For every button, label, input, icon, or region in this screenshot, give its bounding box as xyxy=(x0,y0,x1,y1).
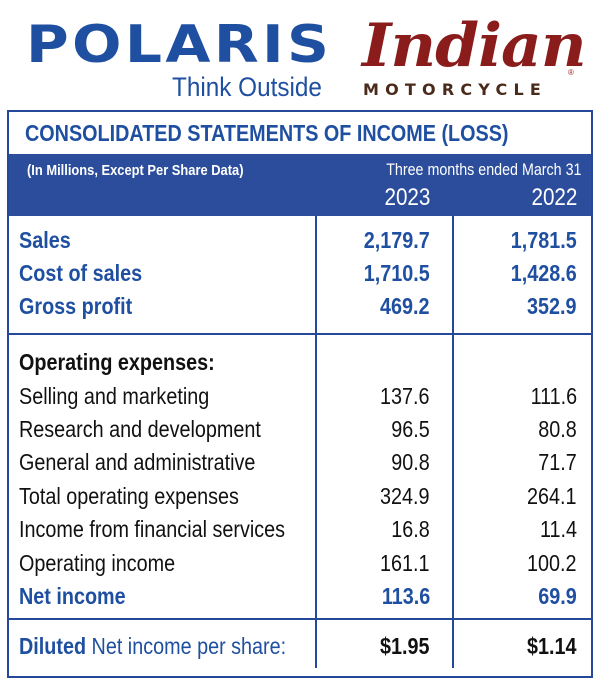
table-row: Total operating expenses 324.9 264.1 xyxy=(9,480,591,513)
section-divider xyxy=(9,618,591,620)
column-divider xyxy=(452,216,454,668)
table-header: (In Millions, Except Per Share Data) Thr… xyxy=(9,154,591,216)
value-2022: 11.4 xyxy=(539,516,577,542)
value-2023: 96.5 xyxy=(391,416,430,442)
table-row-sales: Sales 2,179.7 1,781.5 xyxy=(9,224,591,257)
year-column-2023: 2023 xyxy=(384,184,430,211)
row-label: Income from financial services xyxy=(19,516,286,542)
value-2022: 1,781.5 xyxy=(510,227,577,253)
table-row-opex-heading: Operating expenses: xyxy=(9,346,591,379)
table-row: Selling and marketing 137.6 111.6 xyxy=(9,380,591,413)
row-label: Research and development xyxy=(19,416,261,442)
value-2023: 2,179.7 xyxy=(363,227,430,253)
polaris-tagline: Think Outside xyxy=(172,72,322,102)
value-2023: 90.8 xyxy=(391,449,430,475)
value-2023: 469.2 xyxy=(380,293,430,319)
table-row-cost-of-sales: Cost of sales 1,710.5 1,428.6 xyxy=(9,257,591,290)
period-heading: Three months ended March 31 xyxy=(385,160,581,179)
value-2023: 1,710.5 xyxy=(363,260,430,286)
section-divider xyxy=(9,333,591,335)
value-2022: 69.9 xyxy=(538,583,577,609)
statement-title: CONSOLIDATED STATEMENTS OF INCOME (LOSS) xyxy=(25,119,509,146)
row-label: Diluted Net income per share: xyxy=(19,633,286,660)
polaris-logo: POLARIS xyxy=(26,15,346,75)
table-row: Income from financial services 16.8 11.4 xyxy=(9,513,591,546)
row-label: General and administrative xyxy=(19,449,256,475)
table-row-diluted-eps: Diluted Net income per share: $1.95 $1.1… xyxy=(9,630,591,663)
table-row-net-income: Net income 113.6 69.9 xyxy=(9,580,591,613)
table-row: Research and development 96.5 80.8 xyxy=(9,413,591,446)
table-row: General and administrative 90.8 71.7 xyxy=(9,446,591,479)
row-label: Selling and marketing xyxy=(19,383,210,409)
row-label: Gross profit xyxy=(19,293,133,319)
income-statement-table: CONSOLIDATED STATEMENTS OF INCOME (LOSS)… xyxy=(7,110,593,678)
polaris-wordmark: POLARIS xyxy=(26,15,333,75)
indian-wordmark: Indian xyxy=(362,11,587,81)
row-label: Total operating expenses xyxy=(19,483,239,509)
row-label: Net income xyxy=(19,583,126,609)
row-label: Sales xyxy=(19,227,71,253)
value-2022: $1.14 xyxy=(527,633,577,659)
eps-label-strong: Diluted xyxy=(19,633,87,659)
table-row: Operating income 161.1 100.2 xyxy=(9,547,591,580)
indian-motorcycle-subtitle: MOTORCYCLE xyxy=(363,80,547,99)
value-2023: 137.6 xyxy=(380,383,430,409)
statement-title-row: CONSOLIDATED STATEMENTS OF INCOME (LOSS) xyxy=(9,112,591,154)
section-heading: Operating expenses: xyxy=(19,349,215,375)
row-label: Operating income xyxy=(19,550,176,576)
column-divider xyxy=(315,216,317,668)
value-2023: 324.9 xyxy=(380,483,430,509)
value-2022: 71.7 xyxy=(538,449,577,475)
value-2022: 80.8 xyxy=(538,416,577,442)
row-label: Cost of sales xyxy=(19,260,143,286)
value-2022: 352.9 xyxy=(527,293,577,319)
value-2022: 100.2 xyxy=(527,550,577,576)
year-column-2022: 2022 xyxy=(531,184,577,211)
units-note: (In Millions, Except Per Share Data) xyxy=(27,162,244,179)
value-2023: 113.6 xyxy=(381,583,430,609)
value-2023: 161.1 xyxy=(380,550,430,576)
table-row-gross-profit: Gross profit 469.2 352.9 xyxy=(9,290,591,323)
value-2022: 264.1 xyxy=(527,483,577,509)
value-2022: 1,428.6 xyxy=(510,260,577,286)
value-2023: $1.95 xyxy=(380,633,430,659)
eps-label-rest: Net income per share: xyxy=(86,633,287,659)
value-2022: 111.6 xyxy=(530,383,577,409)
value-2023: 16.8 xyxy=(391,516,430,542)
indian-motorcycle-logo: Indian ® MOTORCYCLE xyxy=(360,12,587,102)
registered-mark: ® xyxy=(568,68,574,77)
